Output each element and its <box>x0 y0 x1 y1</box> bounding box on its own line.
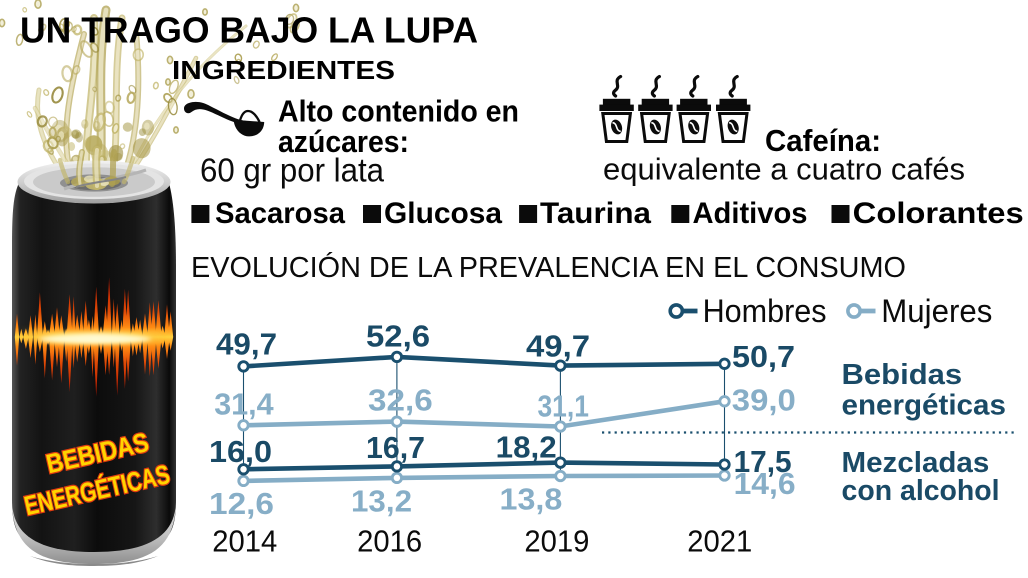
svg-text:17,5: 17,5 <box>734 444 792 479</box>
svg-text:2014: 2014 <box>212 524 277 559</box>
svg-text:39,0: 39,0 <box>732 382 796 417</box>
svg-text:49,7: 49,7 <box>216 327 277 362</box>
svg-text:azúcares:: azúcares: <box>278 124 409 159</box>
svg-text:Glucosa: Glucosa <box>384 197 502 230</box>
svg-text:16,0: 16,0 <box>209 434 272 469</box>
svg-text:52,6: 52,6 <box>366 319 430 354</box>
svg-text:12,6: 12,6 <box>209 486 274 521</box>
svg-text:13,8: 13,8 <box>500 482 563 517</box>
svg-text:60 gr por lata: 60 gr por lata <box>200 152 385 189</box>
svg-text:Alto contenido en: Alto contenido en <box>278 94 519 129</box>
svg-text:49,7: 49,7 <box>526 329 590 364</box>
svg-text:2016: 2016 <box>357 524 422 559</box>
svg-text:equivalente a cuatro cafés: equivalente a cuatro cafés <box>603 152 965 187</box>
svg-text:Mezcladas: Mezcladas <box>842 447 990 479</box>
svg-text:32,6: 32,6 <box>368 383 433 418</box>
svg-text:INGREDIENTES: INGREDIENTES <box>172 55 395 85</box>
svg-text:Aditivos: Aditivos <box>693 197 808 230</box>
svg-text:31,1: 31,1 <box>538 388 589 423</box>
svg-text:2019: 2019 <box>524 524 589 559</box>
svg-text:2021: 2021 <box>687 524 752 559</box>
svg-text:16,7: 16,7 <box>366 430 425 465</box>
svg-text:Colorantes: Colorantes <box>853 197 1024 230</box>
svg-text:Mujeres: Mujeres <box>881 293 992 329</box>
svg-text:14,6: 14,6 <box>734 466 796 501</box>
svg-text:energéticas: energéticas <box>842 390 1006 422</box>
svg-text:UN TRAGO BAJO LA LUPA: UN TRAGO BAJO LA LUPA <box>20 10 478 51</box>
svg-text:13,2: 13,2 <box>351 483 412 518</box>
svg-text:Bebidas: Bebidas <box>842 359 963 391</box>
svg-text:18,2: 18,2 <box>496 430 557 465</box>
svg-text:50,7: 50,7 <box>732 339 795 374</box>
svg-text:Taurina: Taurina <box>540 197 651 230</box>
svg-text:Cafeína:: Cafeína: <box>765 123 881 158</box>
svg-text:Sacarosa: Sacarosa <box>215 197 345 230</box>
svg-text:con alcohol: con alcohol <box>842 475 1000 507</box>
svg-text:EVOLUCIÓN DE LA PREVALENCIA EN: EVOLUCIÓN DE LA PREVALENCIA EN EL CONSUM… <box>191 251 906 284</box>
svg-text:Hombres: Hombres <box>703 293 827 329</box>
svg-text:31,4: 31,4 <box>214 386 274 421</box>
